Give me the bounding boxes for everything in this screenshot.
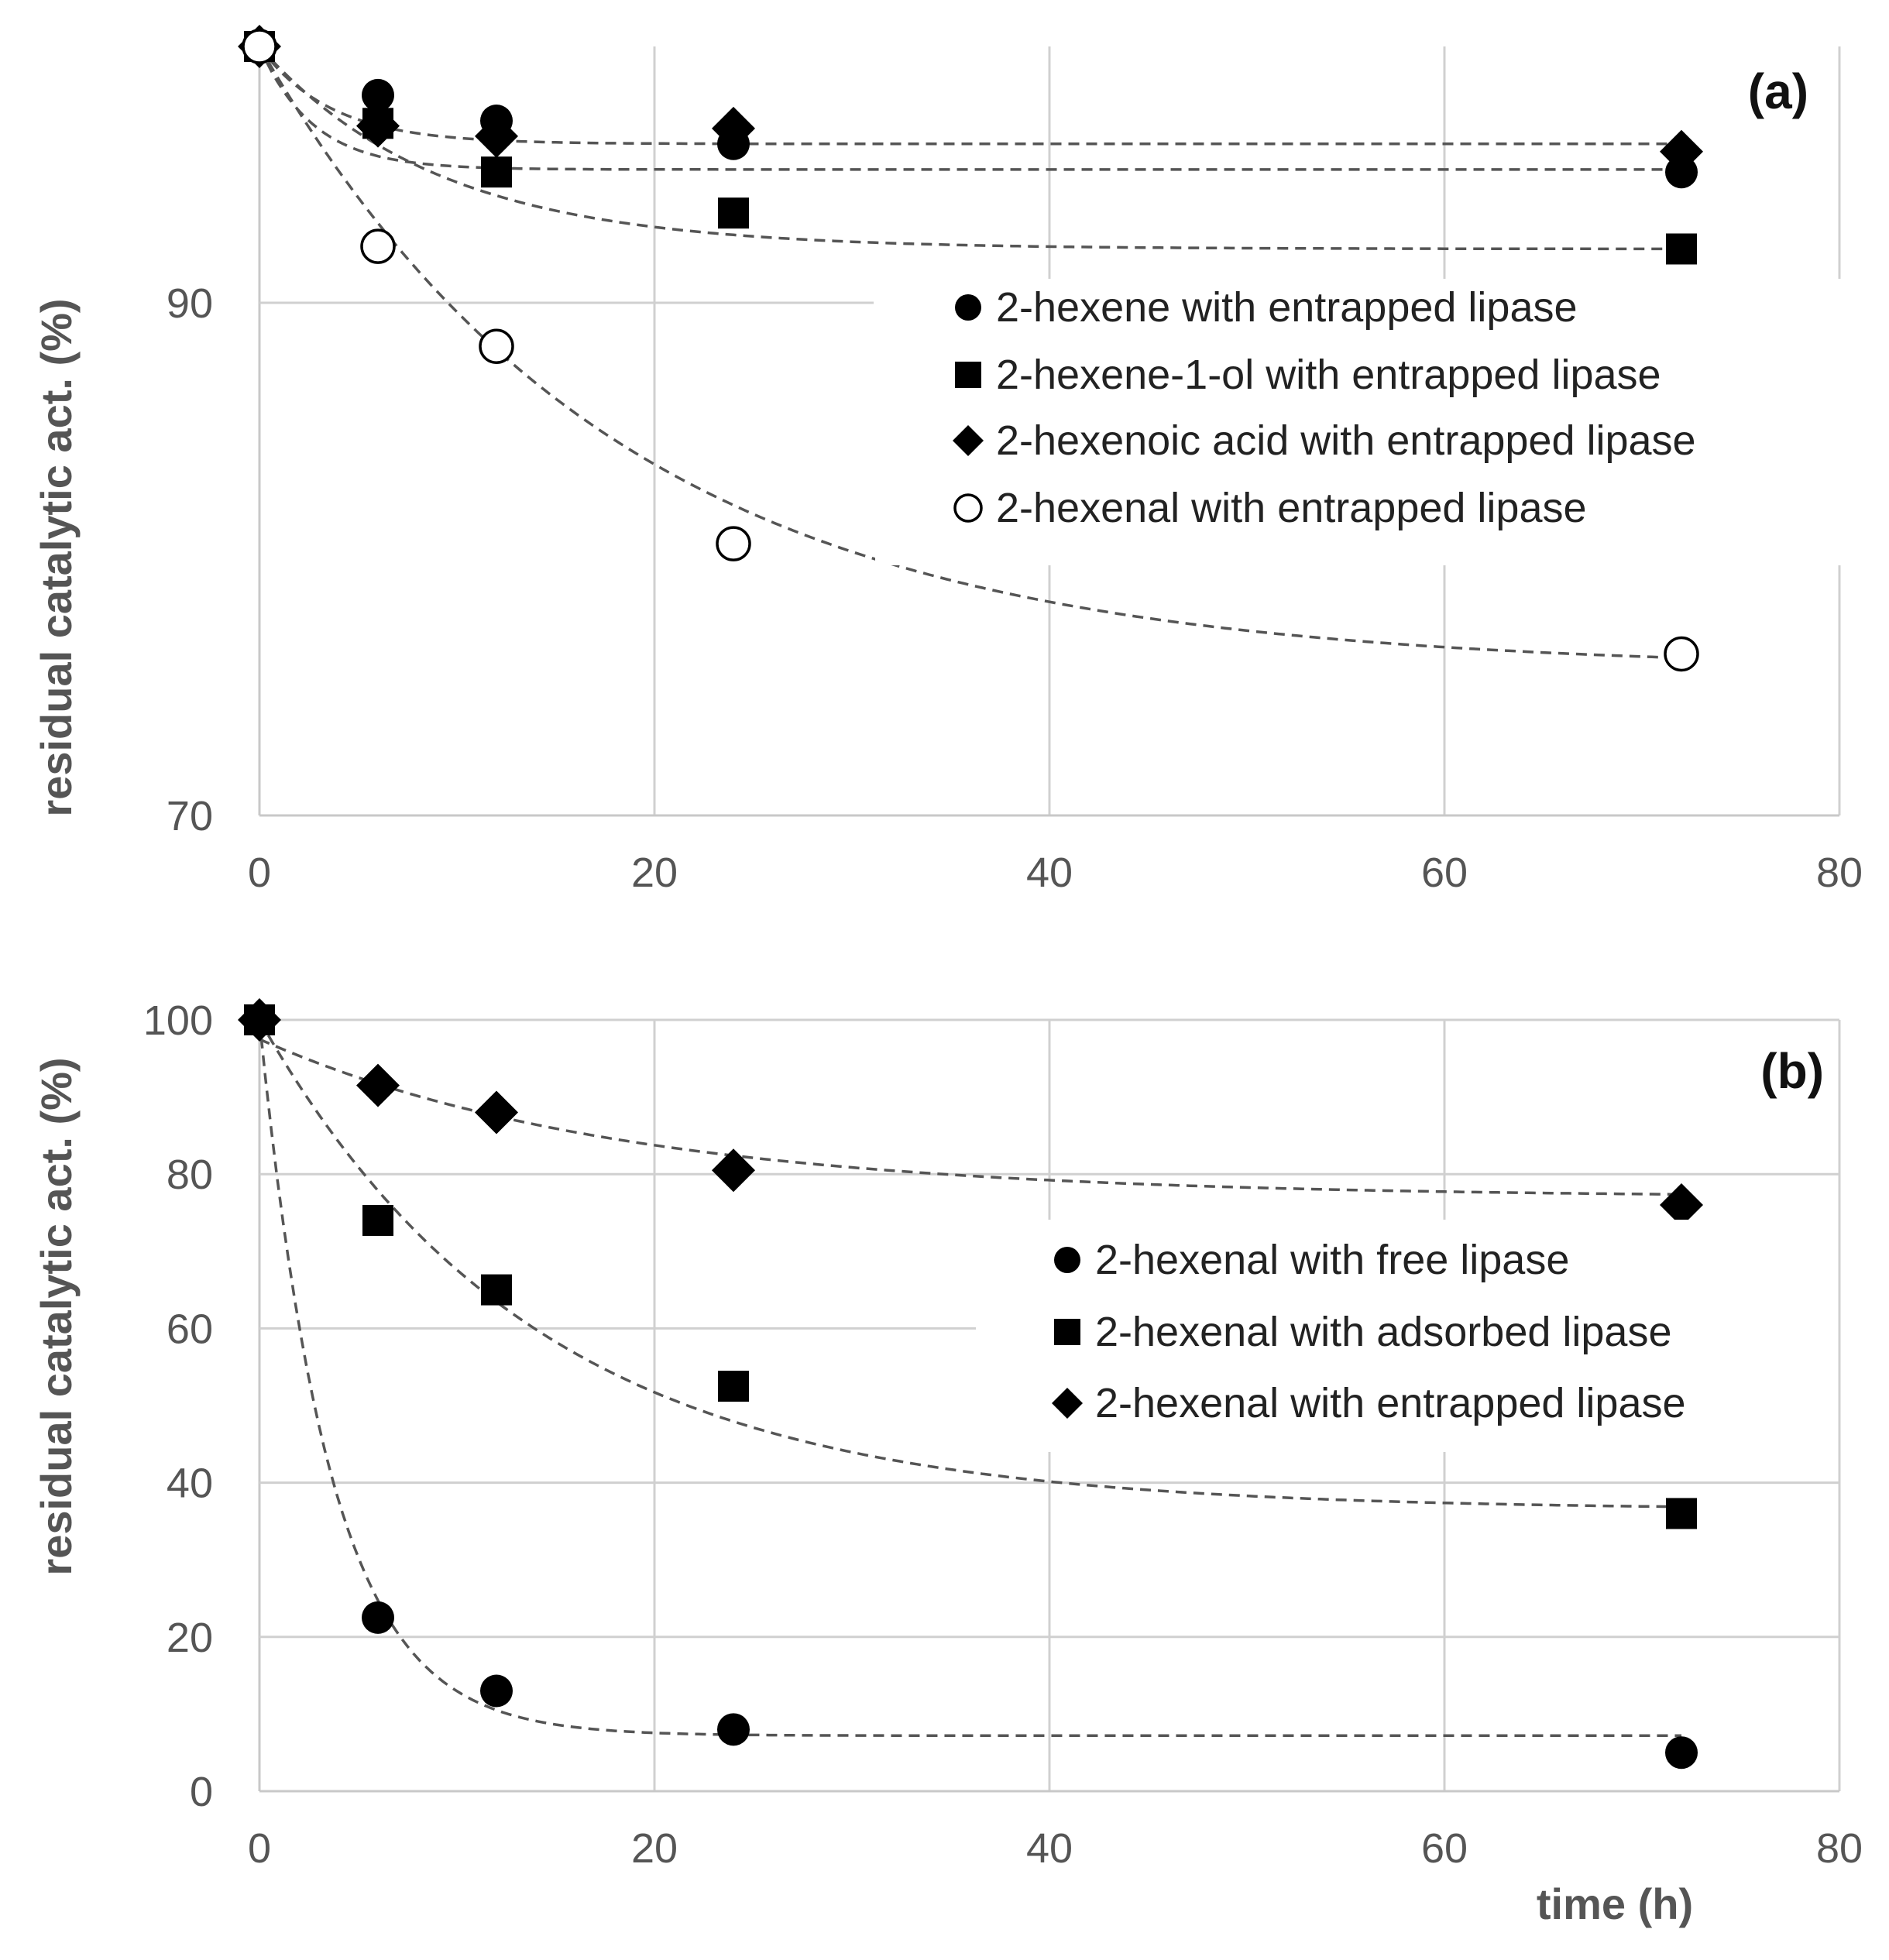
panel-a-chart: 0 20 40 60 80 70 90 residual catalytic act. (%… bbox=[32, 25, 1863, 896]
panel-b-series-3-point bbox=[475, 1090, 518, 1134]
panel-a-legend-entry-3: 2-hexenoic acid with entrapped lipase bbox=[953, 417, 1696, 464]
panel-b-legend-entry-1: 2-hexenal with free lipase bbox=[1054, 1237, 1569, 1283]
panel-b-y-tick-label: 100 bbox=[143, 997, 213, 1044]
panel-b-series-2-point bbox=[718, 1371, 749, 1402]
panel-a-x-tick-label: 60 bbox=[1421, 850, 1468, 896]
panel-b-ticks: 0 20 40 60 80 0 20 40 60 80 100 bbox=[143, 997, 1863, 1872]
panel-a-series-2-point bbox=[481, 156, 512, 188]
panel-b-x-tick-label: 0 bbox=[248, 1825, 271, 1872]
panel-a-legend-marker-3 bbox=[953, 425, 984, 456]
panel-b-series-3-point bbox=[712, 1148, 755, 1193]
panel-a-series-2-point bbox=[1666, 233, 1697, 265]
panel-b-fit-curve-2 bbox=[258, 1019, 1682, 1509]
panel-b-legend-label-3: 2-hexenal with entrapped lipase bbox=[1095, 1380, 1686, 1426]
panel-b-legend: 2-hexenal with free lipase 2-hexenal with… bbox=[1052, 1237, 1686, 1426]
panel-a-fit-curve-1 bbox=[258, 45, 1681, 146]
panel-a-series-3-point bbox=[356, 104, 400, 148]
panel-a-series-4-point bbox=[360, 228, 396, 264]
panel-b-legend-background bbox=[977, 1220, 1837, 1452]
panel-a-legend-marker-4 bbox=[953, 493, 983, 523]
panel-a-series-3-point bbox=[712, 106, 755, 150]
panel-b-series-3-point bbox=[238, 998, 281, 1042]
panel-b-series-2-point bbox=[1666, 1498, 1697, 1529]
panel-a-fit-curve-4 bbox=[258, 46, 1682, 660]
panel-b-series-1-point bbox=[480, 1674, 513, 1708]
panel-b-legend-label-2: 2-hexenal with adsorbed lipase bbox=[1095, 1309, 1671, 1355]
panel-a-legend-label-4: 2-hexenal with entrapped lipase bbox=[996, 485, 1587, 531]
panel-a-legend-marker-1 bbox=[955, 294, 981, 321]
panel-a-ticks: 0 20 40 60 80 70 90 bbox=[167, 280, 1863, 896]
panel-a-legend-background bbox=[875, 279, 1843, 565]
panel-b-y-tick-label: 0 bbox=[190, 1769, 213, 1815]
panel-a-legend-label-2: 2-hexene-1-ol with entrapped lipase bbox=[996, 352, 1661, 398]
panel-b-label: (b) bbox=[1760, 1043, 1824, 1099]
panel-b-chart: 0 20 40 60 80 0 20 40 60 80 100 residual catalytic… bbox=[32, 997, 1863, 1928]
panel-a-series-4-point bbox=[716, 526, 751, 561]
panel-b-series-2-point bbox=[481, 1274, 512, 1306]
panel-a-y-axis-label: residual catalytic act. (%) bbox=[32, 298, 81, 816]
panel-a-legend-label-1: 2-hexene with entrapped lipase bbox=[996, 284, 1578, 331]
panel-b-legend-marker-1 bbox=[1054, 1247, 1080, 1273]
panel-b-x-tick-label: 80 bbox=[1816, 1825, 1863, 1872]
panel-b-fit-curve-3 bbox=[259, 1038, 1681, 1196]
panel-a-label: (a) bbox=[1748, 64, 1808, 119]
panel-b-series-1-point bbox=[362, 1601, 394, 1634]
panel-a-series-3-point bbox=[1660, 129, 1703, 173]
panel-b-x-tick-label: 40 bbox=[1026, 1825, 1073, 1872]
panel-a-series-4-point bbox=[1664, 636, 1699, 672]
panel-b-legend-marker-3 bbox=[1052, 1388, 1083, 1419]
panel-b-legend-entry-3: 2-hexenal with entrapped lipase bbox=[1052, 1380, 1686, 1426]
panel-a-y-tick-label: 90 bbox=[167, 280, 213, 327]
panel-a-legend: 2-hexene with entrapped lipase 2-hexene-1… bbox=[953, 284, 1696, 531]
panel-b-series-1-point bbox=[1665, 1736, 1698, 1769]
panel-b-y-tick-label: 40 bbox=[167, 1461, 213, 1507]
panel-b-series-2-point bbox=[362, 1204, 393, 1236]
panel-b-legend-label-1: 2-hexenal with free lipase bbox=[1095, 1237, 1569, 1283]
panel-a-legend-entry-4: 2-hexenal with entrapped lipase bbox=[953, 485, 1587, 531]
panel-a-series-4-point bbox=[242, 29, 277, 64]
panel-b-y-tick-label: 80 bbox=[167, 1152, 213, 1198]
panel-a-legend-entry-2: 2-hexene-1-ol with entrapped lipase bbox=[955, 352, 1661, 398]
panel-b-fit-curve-1 bbox=[258, 1019, 1681, 1738]
panel-a-legend-entry-1: 2-hexene with entrapped lipase bbox=[955, 284, 1578, 331]
panel-a-legend-label-3: 2-hexenoic acid with entrapped lipase bbox=[996, 417, 1696, 464]
panel-a-series-3-point bbox=[475, 114, 518, 158]
panel-a-x-tick-label: 20 bbox=[631, 850, 678, 896]
panel-b-x-tick-label: 20 bbox=[631, 1825, 678, 1872]
panel-b-series-1-point bbox=[717, 1713, 750, 1746]
panel-b-series-3-point bbox=[356, 1063, 400, 1107]
panel-b-series-3-point bbox=[1660, 1183, 1703, 1227]
panel-b-x-axis-label: time (h) bbox=[1537, 1879, 1693, 1928]
panel-a-legend-marker-2 bbox=[955, 362, 981, 388]
panel-a-series-4-point bbox=[479, 328, 514, 365]
panel-a-series-2-point bbox=[718, 197, 749, 229]
panel-a-fit-curve-3 bbox=[258, 46, 1681, 171]
panel-a-x-tick-label: 40 bbox=[1026, 850, 1073, 896]
panel-a-fit-curve-2 bbox=[258, 45, 1681, 251]
panel-b-data-points bbox=[238, 998, 1703, 1769]
panel-b-y-tick-label: 60 bbox=[167, 1306, 213, 1352]
panel-b-x-tick-label: 60 bbox=[1421, 1825, 1468, 1872]
panel-a-x-tick-label: 80 bbox=[1816, 850, 1863, 896]
panel-a-data-points bbox=[238, 25, 1703, 672]
panel-b-y-axis-label: residual catalytic act. (%) bbox=[32, 1057, 81, 1575]
panel-b-y-tick-label: 20 bbox=[167, 1615, 213, 1661]
panel-a-x-tick-label: 0 bbox=[248, 850, 271, 896]
panel-a-y-tick-label: 70 bbox=[167, 793, 213, 839]
panel-a-series-1-point bbox=[362, 78, 394, 112]
panel-b-legend-marker-2 bbox=[1054, 1319, 1080, 1345]
panel-b-legend-entry-2: 2-hexenal with adsorbed lipase bbox=[1054, 1309, 1671, 1355]
